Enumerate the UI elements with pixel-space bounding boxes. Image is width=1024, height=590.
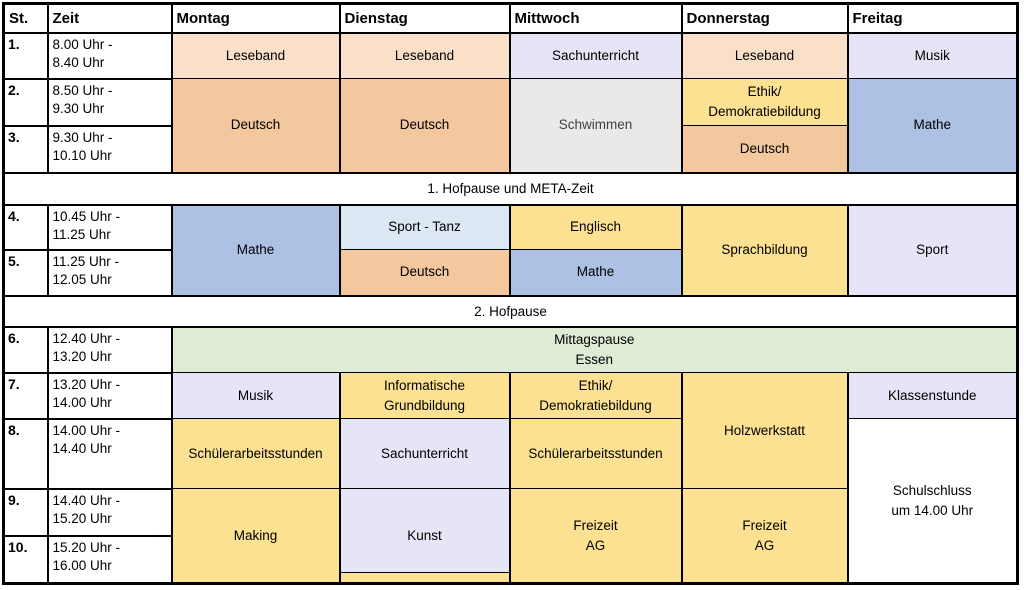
row-period-1: 1. 8.00 Uhr - 8.40 Uhr Leseband Leseband… bbox=[2, 31, 1019, 80]
period-number: 4. bbox=[2, 203, 49, 251]
period-time: 15.20 Uhr - 16.00 Uhr bbox=[46, 534, 173, 585]
period-number: 2. bbox=[2, 77, 49, 127]
cell-montag-schuelerarbeitsstunden: Schülerarbeitsstunden bbox=[170, 418, 341, 489]
row-period-8: 8. 14.00 Uhr - 14.40 Uhr Schülerarbeitss… bbox=[2, 417, 1019, 584]
cell-mittwoch-englisch: Englisch bbox=[508, 204, 683, 250]
col-header-montag: Montag bbox=[170, 2, 341, 34]
cell-montag-deutsch: Deutsch bbox=[170, 78, 341, 173]
period-time: 14.00 Uhr - 14.40 Uhr bbox=[46, 417, 173, 490]
cell-donnerstag-ethik-demokratiebildung: Ethik/ Demokratiebildung bbox=[680, 78, 849, 126]
cell-montag-making: Making bbox=[170, 488, 341, 584]
cell-mittwoch-schwimmen: Schwimmen bbox=[508, 78, 683, 173]
cell-mittwoch-freizeit-ag: Freizeit AG bbox=[508, 488, 683, 584]
header-row: St. Zeit Montag Dienstag Mittwoch Donner… bbox=[2, 2, 1019, 34]
cell-dienstag-sport-tanz: Sport - Tanz bbox=[338, 204, 511, 250]
cell-dienstag-kunst: Kunst bbox=[338, 488, 511, 584]
period-number: 10. bbox=[2, 534, 49, 585]
cell-donnerstag-freizeit-ag: Freizeit AG bbox=[680, 488, 849, 584]
col-header-freitag: Freitag bbox=[846, 2, 1019, 34]
period-number: 7. bbox=[2, 371, 49, 420]
pause-2-label: 2. Hofpause bbox=[2, 294, 1019, 328]
cell-mittwoch-mathe: Mathe bbox=[508, 249, 683, 296]
cell-mittwoch-schuelerarbeitsstunden: Schülerarbeitsstunden bbox=[508, 418, 683, 489]
period-number: 9. bbox=[2, 487, 49, 537]
col-header-donnerstag: Donnerstag bbox=[680, 2, 849, 34]
col-header-zeit: Zeit bbox=[46, 2, 173, 34]
cell-dienstag-deutsch: Deutsch bbox=[338, 249, 511, 296]
period-time: 8.00 Uhr - 8.40 Uhr bbox=[46, 31, 173, 80]
row-pause-1: 1. Hofpause und META-Zeit bbox=[2, 171, 1019, 206]
row-pause-2: 2. Hofpause bbox=[2, 294, 1019, 328]
cell-freitag-klassenstunde: Klassenstunde bbox=[846, 372, 1019, 419]
cell-dienstag-sachunterricht: Sachunterricht bbox=[338, 418, 511, 489]
cell-lunch-mittagspause: Mittagspause Essen bbox=[170, 326, 1019, 373]
period-number: 5. bbox=[2, 248, 49, 297]
row-period-2: 2. 8.50 Uhr - 9.30 Uhr Deutsch Deutsch S… bbox=[2, 77, 1019, 173]
col-header-dienstag: Dienstag bbox=[338, 2, 511, 34]
cell-freitag-mathe: Mathe bbox=[846, 78, 1019, 173]
lesson-label: Kunst bbox=[407, 527, 442, 543]
cell-freitag-musik: Musik bbox=[846, 32, 1019, 79]
row-period-3: 3. 9.30 Uhr - 10.10 Uhr Deutsch bbox=[2, 124, 1018, 174]
cell-mittwoch-ethik-demokratiebildung: Ethik/ Demokratiebildung bbox=[508, 372, 683, 419]
period-number: 3. bbox=[2, 124, 49, 174]
row-period-6: 6. 12.40 Uhr - 13.20 Uhr Mittagspause Es… bbox=[2, 325, 1019, 374]
period-time: 8.50 Uhr - 9.30 Uhr bbox=[46, 77, 173, 127]
row-period-5: 5. 11.25 Uhr - 12.05 Uhr Deutsch Mathe bbox=[2, 248, 1018, 297]
period-time: 14.40 Uhr - 15.20 Uhr bbox=[46, 487, 173, 537]
cell-donnerstag-holzwerkstatt: Holzwerkstatt bbox=[680, 372, 849, 489]
col-header-st: St. bbox=[2, 2, 49, 34]
cell-montag-musik: Musik bbox=[170, 372, 341, 419]
period-number: 6. bbox=[2, 325, 49, 374]
cell-montag-mathe: Mathe bbox=[170, 204, 341, 296]
cell-freitag-schulschluss: Schulschluss um 14.00 Uhr bbox=[846, 418, 1019, 584]
period-time: 11.25 Uhr - 12.05 Uhr bbox=[46, 248, 173, 297]
cell-mittwoch-sachunterricht: Sachunterricht bbox=[508, 32, 683, 79]
row-period-7: 7. 13.20 Uhr - 14.00 Uhr Musik Informati… bbox=[2, 371, 1019, 489]
pause-1-label: 1. Hofpause und META-Zeit bbox=[2, 171, 1019, 206]
cell-dienstag-deutsch: Deutsch bbox=[338, 78, 511, 173]
cell-montag-leseband: Leseband bbox=[170, 32, 341, 79]
row-period-4: 4. 10.45 Uhr - 11.25 Uhr Mathe Sport - T… bbox=[2, 203, 1019, 296]
cell-donnerstag-sprachbildung: Sprachbildung bbox=[680, 204, 849, 296]
period-time: 9.30 Uhr - 10.10 Uhr bbox=[46, 124, 173, 174]
period-time: 10.45 Uhr - 11.25 Uhr bbox=[46, 203, 173, 251]
cell-donnerstag-deutsch: Deutsch bbox=[680, 125, 849, 173]
row-period-10: 10. 15.20 Uhr - 16.00 Uhr bbox=[2, 534, 1018, 585]
cell-dienstag-informatische-grundbildung: Informatische Grundbildung bbox=[338, 372, 511, 419]
cell-freitag-sport: Sport bbox=[846, 204, 1019, 296]
col-header-mittwoch: Mittwoch bbox=[508, 2, 683, 34]
cell-dienstag-leseband: Leseband bbox=[338, 32, 511, 79]
period-time: 12.40 Uhr - 13.20 Uhr bbox=[46, 325, 173, 374]
cell-donnerstag-leseband: Leseband bbox=[680, 32, 849, 79]
period-time: 13.20 Uhr - 14.00 Uhr bbox=[46, 371, 173, 420]
partially-visible-next-cell bbox=[341, 572, 508, 582]
row-period-9: 9. 14.40 Uhr - 15.20 Uhr Making Kunst Fr… bbox=[2, 487, 1018, 584]
period-number: 8. bbox=[2, 417, 49, 490]
period-number: 1. bbox=[2, 31, 49, 80]
